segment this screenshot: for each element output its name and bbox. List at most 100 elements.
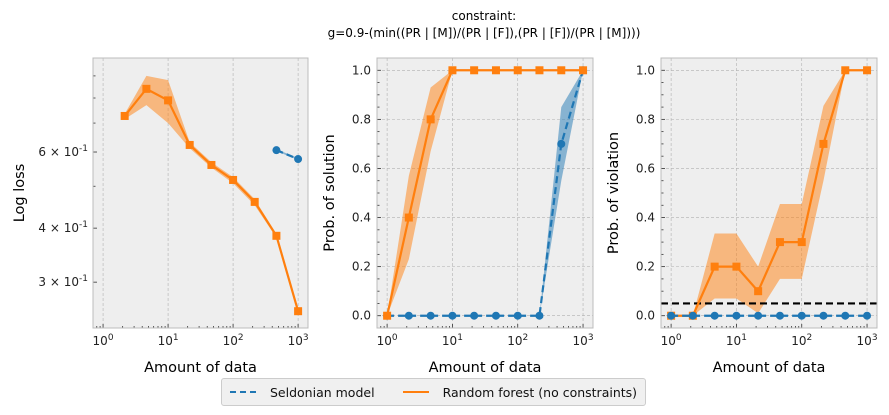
point-random-forest <box>863 66 872 75</box>
y-tick-label: 1.0 <box>352 63 371 77</box>
point-seldonian <box>688 311 697 320</box>
y-tick-label: 0.6 <box>636 161 655 175</box>
y-tick-label: 1.0 <box>636 63 655 77</box>
y-tick-label: 3 × 10-1 <box>38 274 88 289</box>
figure-title-line1: constraint: <box>452 9 516 23</box>
point-random-forest <box>491 66 500 75</box>
point-seldonian <box>863 311 872 320</box>
point-seldonian <box>754 311 763 320</box>
y-tick-label: 4 × 10-1 <box>38 220 88 235</box>
prob-solution-panel: 100 101 102 103 0.0 0.2 0.4 0.6 0.8 1.0 Amount of … <box>322 57 594 376</box>
x-tick-label: 103 <box>288 333 309 348</box>
point-seldonian <box>513 311 522 320</box>
point-random-forest <box>294 307 303 316</box>
legend-item-random-forest: Random forest (no constraints) <box>402 384 638 400</box>
axes-frame <box>660 57 878 329</box>
point-seldonian <box>448 311 457 320</box>
x-tick-label: 102 <box>791 333 812 348</box>
point-random-forest <box>120 111 129 120</box>
point-random-forest <box>383 311 392 320</box>
point-random-forest <box>404 213 413 222</box>
point-seldonian <box>404 311 413 320</box>
y-tick-label: 0.4 <box>352 211 371 225</box>
point-random-forest <box>207 160 216 169</box>
y-tick-label: 0.8 <box>636 112 655 126</box>
point-random-forest <box>470 66 479 75</box>
prob-violation-panel: 100 101 102 103 0.0 0.2 0.4 0.6 0.8 1.0 Amount of … <box>606 57 878 376</box>
x-axis-label: Amount of data <box>144 360 257 376</box>
legend-swatch-random-forest <box>402 391 429 393</box>
y-tick-label: 0.8 <box>352 112 371 126</box>
point-random-forest <box>775 238 784 247</box>
band-random-forest <box>124 75 299 313</box>
point-random-forest <box>754 287 763 296</box>
point-seldonian <box>491 311 500 320</box>
point-random-forest <box>841 66 850 75</box>
legend: Seldonian model Random forest (no constr… <box>221 378 647 406</box>
point-random-forest <box>448 66 457 75</box>
band-random-forest <box>671 70 868 316</box>
x-tick-label: 101 <box>158 333 179 348</box>
x-tick-label: 103 <box>857 333 878 348</box>
x-tick-label: 102 <box>507 333 528 348</box>
y-tick-label: 6 × 10-1 <box>38 144 88 159</box>
point-random-forest <box>797 238 806 247</box>
point-random-forest <box>142 84 151 93</box>
line-random-forest <box>671 69 868 317</box>
point-random-forest <box>229 175 238 184</box>
figure-title-line2: g=0.9-(min((PR | [M])/(PR | [F]),(PR | [… <box>328 26 641 40</box>
y-tick-label: 0.2 <box>636 260 655 274</box>
point-seldonian <box>294 155 303 164</box>
point-seldonian <box>535 311 544 320</box>
point-seldonian <box>667 311 676 320</box>
y-tick-label: 0.0 <box>636 309 655 323</box>
point-random-forest <box>164 96 173 105</box>
x-tick-label: 103 <box>573 333 594 348</box>
legend-swatch-seldonian <box>230 391 256 393</box>
y-axis-label: Prob. of violation <box>606 132 622 254</box>
x-tick-label: 102 <box>223 333 244 348</box>
point-seldonian <box>732 311 741 320</box>
point-random-forest <box>513 66 522 75</box>
legend-label-seldonian: Seldonian model <box>270 384 375 400</box>
y-axis-label: Prob. of solution <box>322 134 338 251</box>
log-loss-panel: 100 101 102 103 6 × 10-1 4 × 10-1 3 × 10-1 Amou… <box>12 57 309 376</box>
point-random-forest <box>710 262 719 271</box>
y-tick-label: 0.2 <box>352 260 371 274</box>
point-random-forest <box>185 140 194 149</box>
y-tick-label: 0.4 <box>636 211 655 225</box>
point-random-forest <box>557 66 566 75</box>
x-tick-label: 101 <box>442 333 463 348</box>
axes-frame <box>376 57 594 329</box>
legend-label-random-forest: Random forest (no constraints) <box>442 384 638 400</box>
x-axis-label: Amount of data <box>429 360 542 376</box>
x-tick-label: 101 <box>726 333 747 348</box>
point-random-forest <box>426 115 435 124</box>
point-random-forest <box>535 66 544 75</box>
point-random-forest <box>272 231 281 240</box>
point-seldonian <box>557 139 566 148</box>
y-tick-label: 0.0 <box>352 309 371 323</box>
line-random-forest <box>386 69 584 316</box>
point-seldonian <box>775 311 784 320</box>
point-seldonian <box>819 311 828 320</box>
x-tick-label: 100 <box>661 333 682 348</box>
point-seldonian <box>710 311 719 320</box>
point-random-forest <box>250 197 259 206</box>
point-seldonian <box>470 311 479 320</box>
axes-background <box>93 58 308 328</box>
x-tick-label: 100 <box>377 333 398 348</box>
point-seldonian <box>426 311 435 320</box>
x-tick-label: 100 <box>93 333 114 348</box>
axes-frame <box>92 57 309 329</box>
point-seldonian <box>272 146 281 155</box>
y-tick-label: 0.6 <box>352 161 371 175</box>
x-axis-label: Amount of data <box>713 360 826 376</box>
legend-item-seldonian: Seldonian model <box>230 385 375 400</box>
point-random-forest <box>819 139 828 148</box>
point-random-forest <box>579 66 588 75</box>
point-seldonian <box>841 311 850 320</box>
point-random-forest <box>732 262 741 271</box>
y-axis-label: Log loss <box>12 164 28 223</box>
